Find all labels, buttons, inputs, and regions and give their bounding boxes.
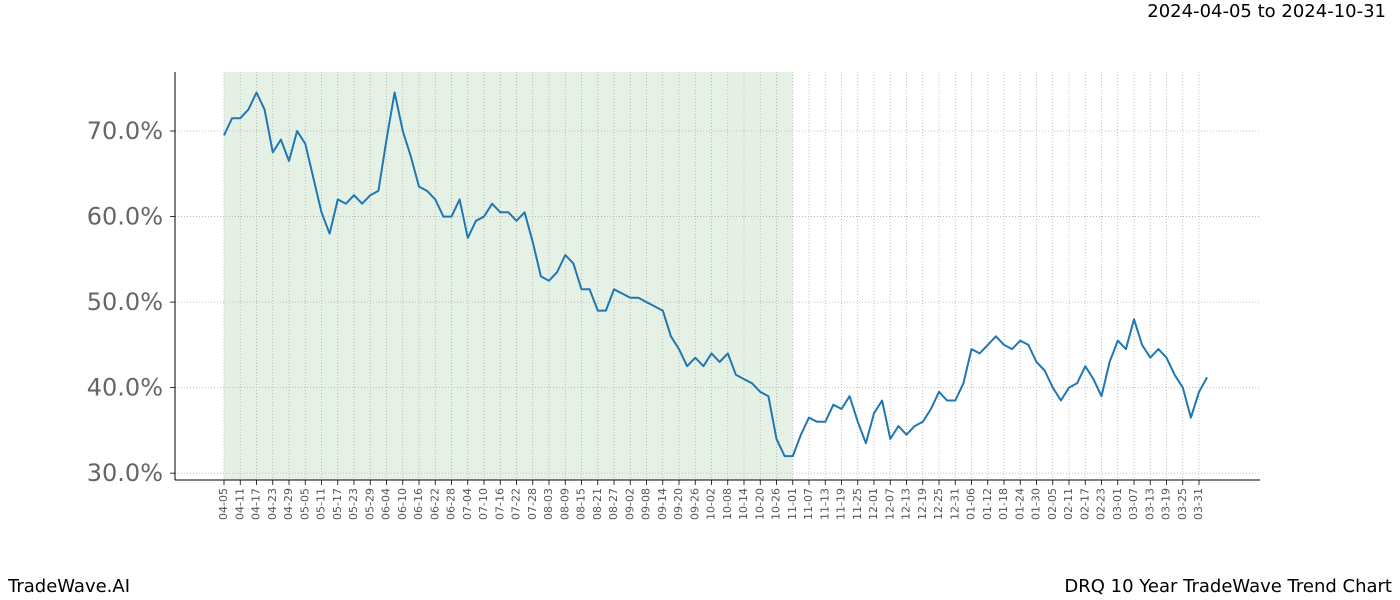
x-tick-label: 10-08 [721, 488, 734, 520]
x-tick-label: 05-11 [315, 488, 328, 520]
x-tick-label: 05-29 [363, 488, 376, 520]
x-tick-label: 09-14 [656, 488, 669, 520]
x-tick-label: 01-18 [997, 488, 1010, 520]
x-tick-label: 07-10 [477, 488, 490, 520]
x-tick-label: 03-07 [1127, 488, 1140, 520]
y-tick-label: 60.0% [87, 203, 163, 231]
x-tick-label: 11-25 [851, 488, 864, 520]
x-tick-label: 10-02 [705, 488, 718, 520]
x-tick-label: 05-23 [347, 488, 360, 520]
x-tick-label: 03-25 [1176, 488, 1189, 520]
x-tick-label: 06-04 [380, 488, 393, 520]
x-tick-label: 07-16 [493, 488, 506, 520]
x-tick-label: 06-10 [396, 488, 409, 520]
x-tick-label: 04-23 [266, 488, 279, 520]
y-tick-label: 50.0% [87, 288, 163, 316]
x-tick-label: 12-19 [916, 488, 929, 520]
x-tick-label: 08-21 [591, 488, 604, 520]
x-tick-label: 04-05 [217, 488, 230, 520]
y-tick-label: 70.0% [87, 117, 163, 145]
x-tick-label: 02-05 [1046, 488, 1059, 520]
y-tick-label: 30.0% [87, 459, 163, 487]
x-tick-label: 12-25 [932, 488, 945, 520]
x-tick-label: 10-14 [737, 488, 750, 520]
x-tick-label: 04-29 [282, 488, 295, 520]
x-tick-label: 12-01 [867, 488, 880, 520]
x-tick-label: 06-16 [412, 488, 425, 520]
x-tick-label: 04-17 [250, 488, 263, 520]
x-tick-label: 03-19 [1160, 488, 1173, 520]
x-tick-label: 01-30 [1030, 488, 1043, 520]
x-tick-label: 09-02 [623, 488, 636, 520]
subtitle: 2024-04-05 to 2024-10-31 [1147, 1, 1386, 22]
x-tick-label: 02-23 [1095, 488, 1108, 520]
x-tick-label: 05-17 [331, 488, 344, 520]
x-tick-label: 09-26 [688, 488, 701, 520]
x-tick-label: 03-01 [1111, 488, 1124, 520]
chart-title: DRQ 10 Year TradeWave Trend Chart [1064, 576, 1392, 597]
x-tick-label: 11-19 [835, 488, 848, 520]
x-tick-label: 02-11 [1062, 488, 1075, 520]
x-tick-label: 11-01 [786, 488, 799, 520]
x-tick-label: 12-13 [900, 488, 913, 520]
x-tick-label: 01-12 [981, 488, 994, 520]
brand: TradeWave.AI [7, 576, 130, 597]
x-tick-label: 03-13 [1143, 488, 1156, 520]
shaded-region [224, 72, 793, 480]
x-tick-label: 08-09 [558, 488, 571, 520]
x-tick-label: 12-31 [948, 488, 961, 520]
x-tick-label: 11-07 [802, 488, 815, 520]
x-tick-label: 06-22 [428, 488, 441, 520]
x-tick-label: 08-27 [607, 488, 620, 520]
x-tick-label: 08-03 [542, 488, 555, 520]
trend-line [223, 91, 1208, 458]
x-tick-label: 10-26 [770, 488, 783, 520]
x-tick-label: 11-13 [818, 488, 831, 520]
x-tick-label: 07-28 [526, 488, 539, 520]
x-tick-label: 02-17 [1078, 488, 1091, 520]
y-tick-label: 40.0% [87, 374, 163, 402]
x-tick-label: 07-22 [510, 488, 523, 520]
x-tick-label: 04-11 [233, 488, 246, 520]
x-tick-label: 01-06 [965, 488, 978, 520]
x-tick-label: 12-07 [883, 488, 896, 520]
x-tick-label: 08-15 [575, 488, 588, 520]
x-tick-label: 06-28 [445, 488, 458, 520]
x-tick-label: 09-08 [640, 488, 653, 520]
x-tick-label: 03-31 [1192, 488, 1205, 520]
x-tick-label: 05-05 [298, 488, 311, 520]
x-tick-label: 10-20 [753, 488, 766, 520]
x-tick-label: 07-04 [461, 488, 474, 520]
x-tick-label: 09-20 [672, 488, 685, 520]
x-tick-label: 01-24 [1013, 488, 1026, 520]
